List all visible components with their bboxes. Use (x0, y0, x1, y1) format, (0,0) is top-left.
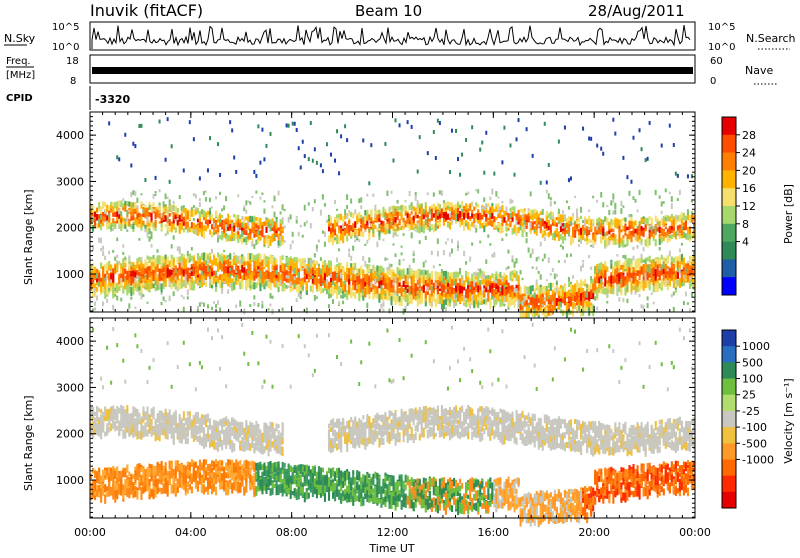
cpid-label: CPID (6, 93, 33, 104)
colorbar-swatch (722, 395, 736, 412)
colorbar-swatch (722, 224, 736, 242)
y-tick-label: 1000 (56, 268, 84, 281)
colorbar-swatch (722, 153, 736, 171)
colorbar-tick-label: 16 (742, 182, 756, 195)
beam-title: Beam 10 (355, 2, 422, 20)
freq-panel: Freq. [MHz] 18 8 60 0 Nave (6, 55, 778, 87)
y-tick-label: 3000 (56, 381, 84, 394)
nsearch-tick-top: 10^5 (708, 22, 735, 33)
colorbar-tick-label: 25 (742, 389, 756, 402)
nsky-panel: N.Sky 10^5 10^0 10^5 10^0 N.Search (4, 22, 796, 53)
freq-tick-bottom: 8 (70, 76, 76, 87)
nave-tick-top: 60 (710, 56, 723, 67)
freq-label-bottom: [MHz] (6, 70, 35, 81)
x-tick-label: 08:00 (276, 526, 308, 539)
colorbar-tick-label: 12 (742, 200, 756, 213)
colorbar-tick-label: 20 (742, 164, 756, 177)
x-tick-label: 04:00 (175, 526, 207, 539)
station-title: Inuvik (fitACF) (90, 1, 203, 20)
colorbar-tick-label: 500 (742, 356, 763, 369)
colorbar-tick-label: -100 (742, 421, 767, 434)
colorbar-swatch (722, 476, 736, 493)
y-tick-label: 2000 (56, 222, 84, 235)
colorbar-swatch (722, 427, 736, 444)
freq-tick-top: 18 (66, 56, 79, 67)
y-tick-label: 4000 (56, 335, 84, 348)
colorbar-tick-label: 100 (742, 373, 763, 386)
colorbar-swatch (722, 362, 736, 379)
freq-trace (92, 67, 693, 74)
colorbar-swatch (722, 277, 736, 295)
colorbar-tick-label: -1000 (742, 453, 774, 466)
colorbar-swatch (722, 206, 736, 224)
nsky-tick-bottom: 10^0 (52, 42, 79, 53)
nsearch-tick-bottom: 10^0 (708, 42, 735, 53)
power-colorbar: 28 24 20 16 12 8 4 (722, 117, 756, 296)
colorbar-swatch (722, 170, 736, 188)
colorbar-swatch (722, 492, 736, 509)
colorbar-tick-label: 24 (742, 147, 756, 160)
x-tick-label: 20:00 (578, 526, 610, 539)
colorbar-tick-label: -500 (742, 437, 767, 450)
y-tick-label: 1000 (56, 474, 84, 487)
colorbar-tick-label: 4 (742, 236, 749, 249)
time-axis-label: Time UT (368, 542, 414, 554)
colorbar-tick-label: -25 (742, 405, 760, 418)
colorbar-swatch (722, 330, 736, 347)
cpid-panel: CPID -3320 (6, 86, 131, 110)
power-panel: 4000 3000 2000 1000 Slant Range [km] (22, 112, 695, 323)
colorbar-swatch (722, 117, 736, 135)
y-tick-label: 3000 (56, 175, 84, 188)
cpid-value: -3320 (95, 93, 131, 106)
x-tick-label: 00:00 (679, 526, 711, 539)
colorbar-swatch (722, 346, 736, 363)
nave-tick-bottom: 0 (710, 76, 716, 87)
colorbar-swatch (722, 259, 736, 277)
y-tick-label: 4000 (56, 129, 84, 142)
colorbar-swatch (722, 443, 736, 460)
date-title: 28/Aug/2011 (588, 2, 685, 20)
nsky-label: N.Sky (4, 32, 36, 45)
colorbar-tick-label: 1000 (742, 340, 770, 353)
x-tick-label: 12:00 (377, 526, 409, 539)
freq-label-top: Freq. (6, 56, 31, 67)
nave-label: Nave (745, 64, 773, 77)
colorbar-swatch (722, 411, 736, 428)
colorbar-swatch (722, 242, 736, 260)
x-tick-label: 16:00 (477, 526, 509, 539)
velocity-colorbar-label: Velocity [m s⁻¹] (782, 378, 795, 463)
colorbar-swatch (722, 379, 736, 396)
colorbar-tick-label: 28 (742, 129, 756, 142)
colorbar-tick-label: 8 (742, 218, 749, 231)
x-tick-label: 00:00 (74, 526, 106, 539)
y-tick-label: 2000 (56, 428, 84, 441)
power-colorbar-label: Power [dB] (782, 184, 795, 244)
power-ylabel: Slant Range [km] (22, 189, 35, 285)
colorbar-swatch (722, 135, 736, 153)
colorbar-swatch (722, 459, 736, 476)
velocity-panel: 4000 3000 2000 1000 Slant Range [km] (22, 318, 695, 527)
velocity-ylabel: Slant Range [km] (22, 395, 35, 491)
nsearch-label: N.Search (746, 32, 796, 45)
velocity-colorbar: 1000 500 100 25 -25 -100 -500 -1000 (722, 330, 774, 509)
colorbar-swatch (722, 188, 736, 206)
nsky-tick-top: 10^5 (52, 22, 79, 33)
